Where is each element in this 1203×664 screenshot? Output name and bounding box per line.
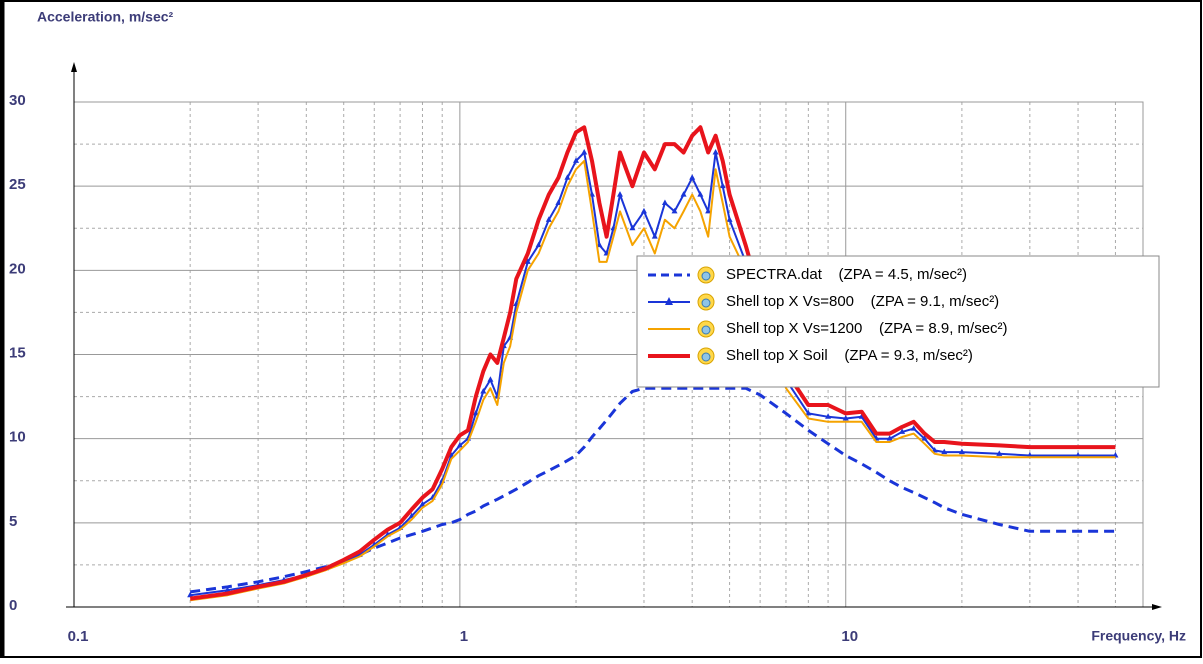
y-tick-label: 20 [9, 260, 26, 277]
point-marker [651, 233, 658, 239]
point-marker [555, 199, 562, 205]
point-marker [726, 216, 733, 222]
point-marker [573, 157, 580, 163]
point-marker [921, 435, 928, 441]
series-line [189, 386, 1116, 594]
point-marker [472, 409, 479, 416]
legend-label: SPECTRA.dat (ZPA = 4.5, m/sec²) [726, 266, 967, 283]
legend-label: Shell top X Soil (ZPA = 9.3, m/sec²) [726, 347, 973, 364]
point-marker [661, 199, 668, 205]
series-line [190, 151, 1116, 597]
point-marker [825, 413, 832, 419]
point-marker [689, 174, 696, 180]
point-marker [719, 182, 726, 189]
legend-box [636, 255, 1160, 388]
x-tick-label: 1 [460, 628, 468, 645]
series-line [189, 125, 1116, 601]
point-marker [419, 500, 426, 507]
point-marker [224, 586, 231, 593]
legend-label: Shell top X Vs=1200 (ZPA = 8.9, m/sec²) [726, 320, 1008, 337]
legend-icon [701, 325, 711, 335]
y-tick-label: 10 [9, 429, 26, 446]
point-marker [1075, 452, 1082, 458]
point-marker [640, 207, 647, 214]
point-marker [941, 448, 948, 455]
point-marker [697, 191, 704, 197]
y-axis-arrow [71, 62, 77, 72]
y-tick-label: 30 [9, 92, 26, 109]
point-marker [616, 191, 623, 197]
axes [66, 62, 1162, 610]
legend-icon [701, 352, 711, 362]
point-marker [680, 191, 687, 197]
x-axis-title: Frequency, Hz [1091, 628, 1186, 644]
point-marker [545, 216, 552, 222]
plot-lines [187, 125, 1119, 602]
point-marker [480, 388, 487, 394]
point-marker [581, 149, 588, 155]
point-marker [487, 376, 494, 382]
y-tick-label: 5 [9, 513, 17, 530]
point-marker [187, 591, 194, 598]
point-marker [524, 258, 531, 264]
point-marker [886, 435, 893, 441]
y-tick-label: 25 [9, 176, 26, 193]
y-tick-label: 15 [9, 344, 26, 361]
point-marker [671, 207, 678, 214]
x-tick-label: 0.1 [68, 628, 89, 645]
legend-icon [701, 271, 711, 281]
point-marker [535, 241, 542, 248]
point-marker [564, 174, 571, 180]
point-marker [842, 414, 849, 421]
point-marker [1112, 452, 1119, 458]
point-marker [910, 425, 917, 431]
x-axis-arrow [1152, 604, 1162, 610]
point-marker [996, 450, 1003, 456]
point-marker [712, 149, 719, 155]
point-marker [1026, 452, 1033, 458]
point-marker [705, 207, 712, 214]
series-line [190, 159, 1116, 602]
legend-icon [701, 298, 711, 308]
legend-label: Shell top X Vs=800 (ZPA = 9.1, m/sec²) [726, 293, 999, 310]
point-marker [958, 448, 965, 455]
point-marker [899, 428, 906, 434]
point-marker [456, 441, 463, 448]
legend: SPECTRA.dat (ZPA = 4.5, m/sec²) Shell top… [636, 255, 1160, 388]
x-tick-label: 10 [841, 628, 858, 645]
point-marker [629, 224, 636, 231]
y-axis-title: Acceleration, m/sec² [37, 9, 174, 25]
legend-marker [665, 297, 673, 305]
y-tick-label: 0 [9, 597, 17, 614]
point-marker [805, 409, 812, 416]
